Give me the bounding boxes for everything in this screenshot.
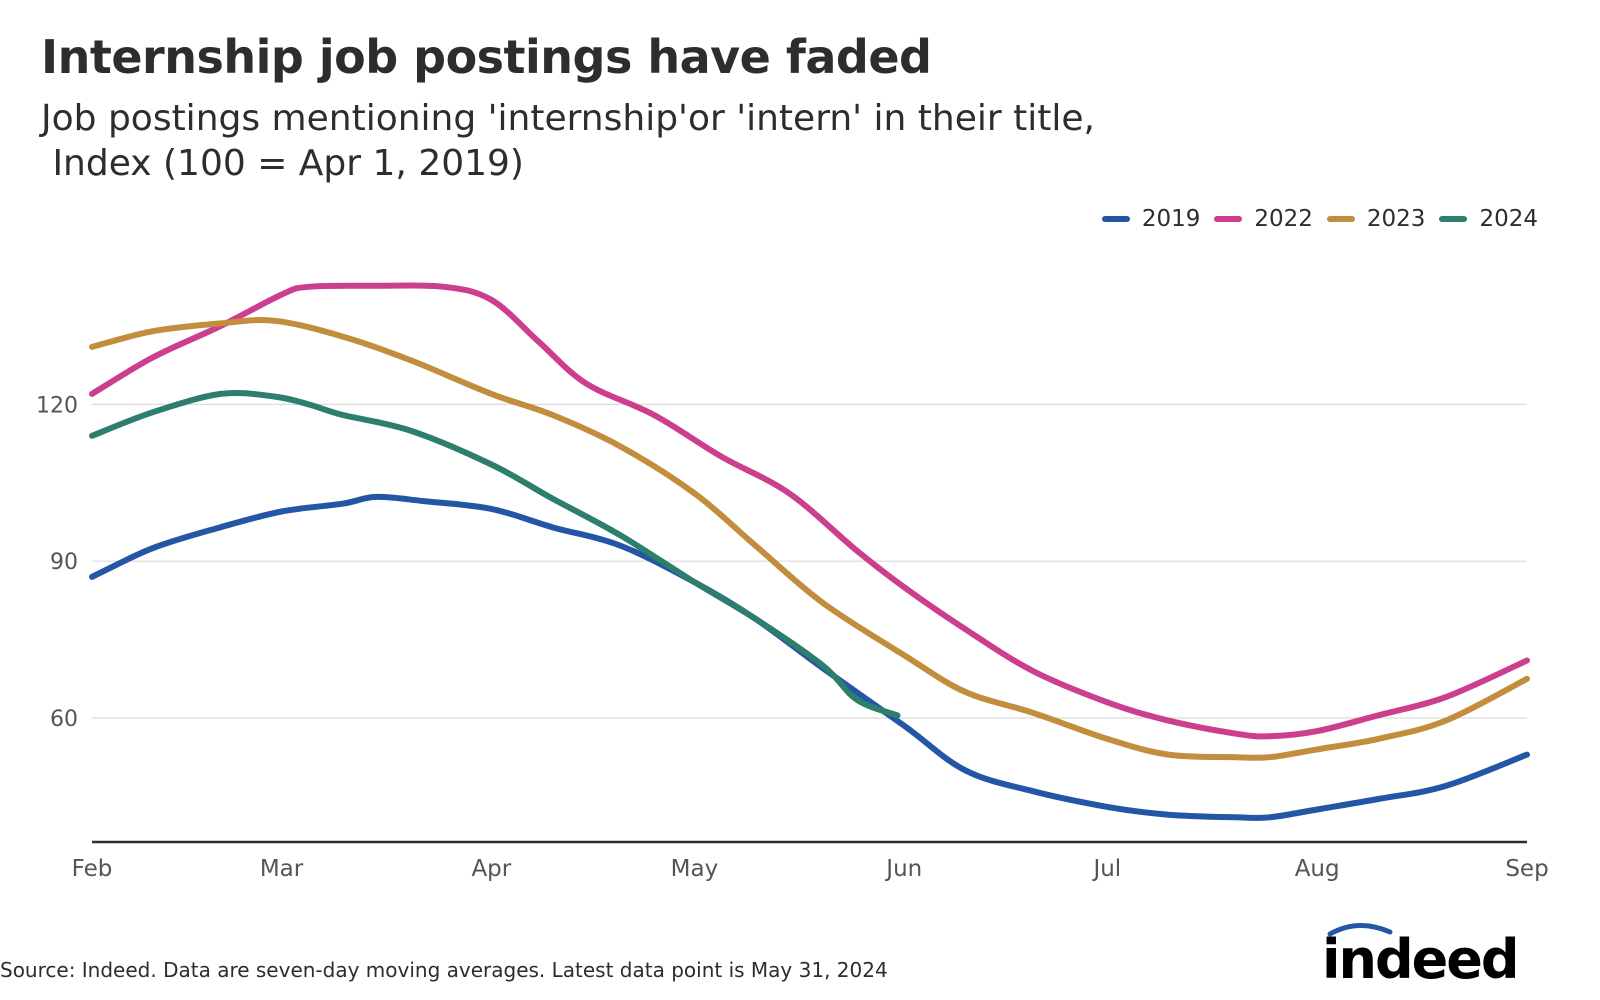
legend-swatch-2019	[1101, 216, 1130, 222]
x-tick-label-feb: Feb	[72, 856, 113, 882]
legend-label-2023: 2023	[1366, 206, 1426, 232]
x-tick-label-may: May	[671, 856, 719, 882]
chart-title: Internship job postings have faded	[41, 30, 932, 84]
legend-swatch-2022	[1214, 216, 1243, 222]
subtitle-line-2: Index (100 = Apr 1, 2019)	[41, 143, 524, 184]
subtitle-line-1: Job postings mentioning 'internship'or '…	[41, 98, 1095, 139]
y-tick-label-90: 90	[50, 550, 78, 575]
series-line-2022	[89, 282, 1530, 740]
x-tick-label-apr: Apr	[471, 856, 511, 882]
indeed-logo: indeed	[1318, 922, 1520, 991]
x-tick-label-sep: Sep	[1505, 856, 1548, 882]
legend-item-2022: 2022	[1214, 206, 1313, 232]
legend-label-2024: 2024	[1479, 206, 1538, 232]
legend-swatch-2023	[1326, 216, 1355, 222]
y-tick-label-60: 60	[50, 707, 78, 732]
x-tick-label-aug: Aug	[1295, 856, 1340, 882]
y-tick-label-120: 120	[36, 393, 78, 418]
legend-item-2024: 2024	[1439, 206, 1538, 232]
x-tick-label-jul: Jul	[1091, 856, 1121, 882]
indeed-logo-graphic: indeed	[1322, 922, 1520, 991]
x-tick-label-mar: Mar	[260, 856, 304, 882]
legend-label-2019: 2019	[1141, 206, 1201, 232]
indeed-wordmark: indeed	[1322, 928, 1518, 986]
series-line-2023	[89, 317, 1530, 761]
legend-item-2023: 2023	[1326, 206, 1426, 232]
legend-item-2019: 2019	[1101, 206, 1201, 232]
x-tick-label-jun: Jun	[884, 856, 922, 882]
legend-label-2022: 2022	[1254, 206, 1313, 232]
chart-subtitle: Job postings mentioning 'internship'or '…	[41, 96, 1095, 186]
legend-swatch-2024	[1439, 216, 1468, 222]
source-note: Source: Indeed. Data are seven-day movin…	[0, 958, 888, 982]
series-line-2024	[89, 389, 901, 719]
legend: 2019 2022 2023 2024	[1101, 206, 1538, 232]
